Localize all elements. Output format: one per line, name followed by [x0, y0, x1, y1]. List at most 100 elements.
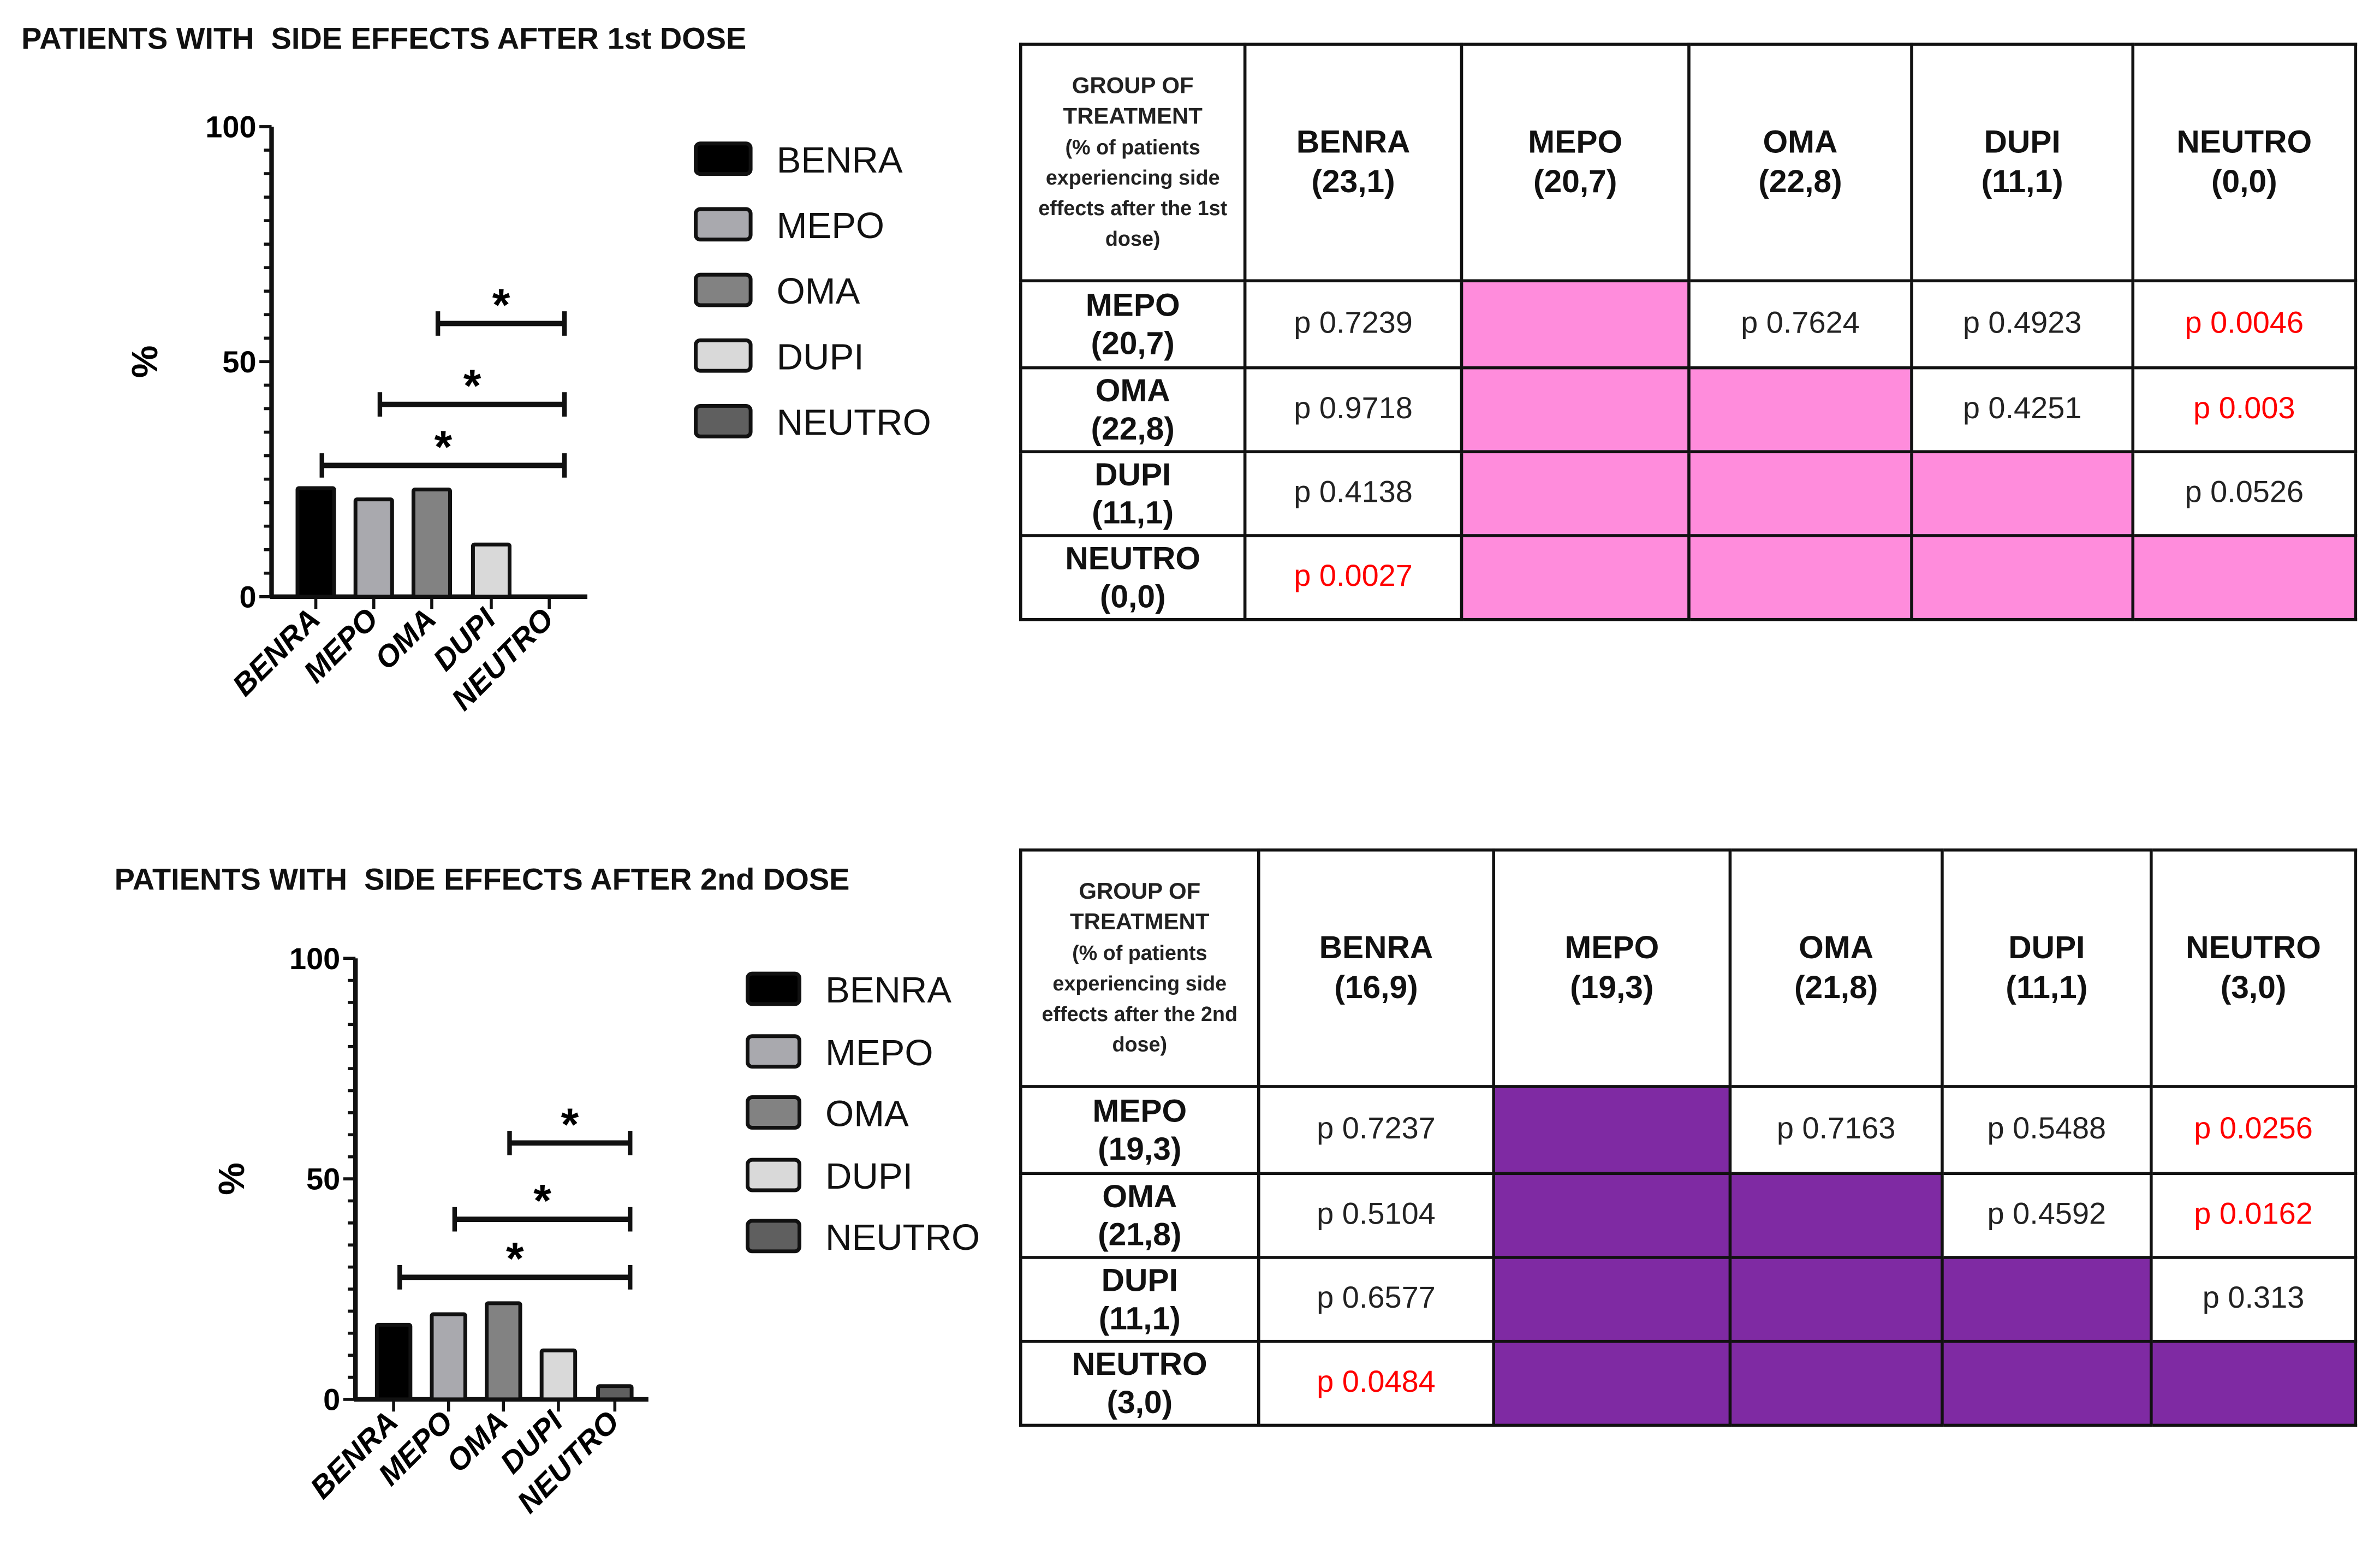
significance-bracket: * [377, 360, 567, 417]
bar-chart-2nd-dose: 050100%BENRAMEPOOMADUPINEUTRO***BENRAMEP… [211, 941, 980, 1520]
corner-header-line: experiencing side [1052, 971, 1227, 994]
corner-header-line: effects after the 2nd [1042, 1001, 1238, 1025]
significant-p-value-cell: p 0.0484 [1257, 1339, 1496, 1427]
row-header: OMA (22,8) [1019, 366, 1247, 454]
column-header-name: DUPI [1984, 124, 2061, 160]
empty-shaded-cell [1460, 279, 1691, 370]
chart-title-2nd-dose: PATIENTS WITH SIDE EFFECTS AFTER 2nd DOS… [114, 863, 850, 898]
p-value-cell: p 0.7624 [1687, 279, 1913, 370]
empty-shaded-cell [2131, 534, 2358, 621]
significant-p-value-cell: p 0.0162 [2150, 1172, 2358, 1259]
p-value-cell: p 0.4138 [1243, 450, 1463, 537]
row-header-name: DUPI [1101, 1262, 1178, 1298]
empty-shaded-cell [1460, 450, 1691, 537]
significant-p-value-cell: p 0.0256 [2150, 1085, 2358, 1176]
column-header: OMA (21,8) [1728, 848, 1944, 1088]
chart-title-1st-dose: PATIENTS WITH SIDE EFFECTS AFTER 1st DOS… [21, 22, 747, 57]
corner-header-line: effects after the 1st [1038, 196, 1228, 219]
header-row: GROUP OF TREATMENT (% of patients experienc… [1019, 43, 2358, 283]
row-header-name: MEPO [1085, 287, 1180, 323]
significance-asterisk: * [506, 1233, 524, 1284]
row-header-percent: (20,7) [1091, 325, 1175, 361]
significant-p-value-cell: p 0.0046 [2131, 279, 2358, 370]
legend-label: NEUTRO [825, 1217, 980, 1258]
column-header-percent: (3,0) [2220, 970, 2287, 1005]
legend-swatch [746, 1034, 802, 1069]
legend-swatch [693, 272, 753, 307]
empty-shaded-cell [1941, 1339, 2153, 1427]
p-value-cell: p 0.6577 [1257, 1256, 1496, 1343]
table-row: DUPI (11,1) p 0.6577 p 0.313 [1019, 1256, 2358, 1343]
empty-shaded-cell [1910, 534, 2135, 621]
column-header-name: NEUTRO [2186, 930, 2321, 965]
column-header-name: OMA [1799, 930, 1874, 965]
empty-shaded-cell [1460, 366, 1691, 454]
column-header-name: MEPO [1564, 930, 1659, 965]
empty-shaded-cell [1728, 1339, 1944, 1427]
column-header-percent: (11,1) [1981, 164, 2063, 199]
column-header-percent: (21,8) [1794, 970, 1878, 1005]
corner-header-line: dose) [1112, 1032, 1168, 1055]
row-header: MEPO (19,3) [1019, 1085, 1260, 1176]
row-header-name: NEUTRO [1072, 1346, 1207, 1382]
y-tick-label: 50 [222, 345, 256, 379]
corner-header-line: GROUP OF [1072, 72, 1194, 99]
bar-mepo [430, 1312, 467, 1402]
significance-bracket: * [507, 1099, 633, 1155]
row-header: NEUTRO (3,0) [1019, 1339, 1260, 1427]
legend-swatch [693, 141, 753, 176]
empty-shaded-cell [2150, 1339, 2358, 1427]
y-tick-label: 100 [205, 110, 256, 144]
table-row: OMA (21,8) p 0.5104 p 0.4592 p 0.0162 [1019, 1172, 2358, 1259]
column-header-name: OMA [1763, 124, 1838, 160]
column-header: BENRA (16,9) [1257, 848, 1496, 1088]
column-header-percent: (20,7) [1533, 164, 1617, 199]
corner-header-line: TREATMENT [1070, 909, 1210, 935]
column-header-name: DUPI [2008, 930, 2085, 965]
column-header-name: NEUTRO [2176, 124, 2312, 160]
row-header-percent: (0,0) [1099, 579, 1166, 614]
empty-shaded-cell [1910, 450, 2135, 537]
p-value-cell: p 0.4592 [1941, 1172, 2153, 1259]
row-header: MEPO (20,7) [1019, 279, 1247, 370]
legend-label: MEPO [777, 205, 885, 246]
table-row: MEPO (20,7) p 0.7239 p 0.7624 p 0.4923 p 0.00… [1019, 279, 2358, 370]
p-value-cell: p 0.0526 [2131, 450, 2358, 537]
row-header-percent: (22,8) [1091, 411, 1175, 447]
column-header: MEPO (20,7) [1460, 43, 1691, 283]
legend-label: BENRA [825, 970, 951, 1011]
significance-asterisk: * [533, 1175, 551, 1226]
empty-shaded-cell [1687, 534, 1913, 621]
column-header-percent: (11,1) [2006, 970, 2088, 1005]
corner-header-line: TREATMENT [1063, 103, 1203, 129]
y-tick-label: 50 [306, 1162, 340, 1196]
corner-header-cell: GROUP OF TREATMENT (% of patients experienc… [1019, 43, 1247, 283]
row-header-name: DUPI [1094, 457, 1171, 492]
empty-shaded-cell [1728, 1256, 1944, 1343]
p-value-cell: p 0.313 [2150, 1256, 2358, 1343]
empty-shaded-cell [1492, 1172, 1732, 1259]
y-axis-label: % [211, 1162, 252, 1195]
legend-label: DUPI [825, 1156, 913, 1197]
column-header-percent: (19,3) [1570, 970, 1654, 1005]
header-row: GROUP OF TREATMENT (% of patients experienc… [1019, 848, 2358, 1088]
legend-label: MEPO [825, 1032, 933, 1073]
legend-swatch [746, 1219, 802, 1254]
legend-label: OMA [825, 1094, 909, 1135]
row-header-name: OMA [1095, 373, 1170, 408]
bar-oma [485, 1301, 522, 1402]
corner-header-line: GROUP OF [1079, 878, 1201, 904]
column-header-name: MEPO [1528, 124, 1623, 160]
legend-swatch [746, 1095, 802, 1130]
row-header-name: NEUTRO [1065, 541, 1201, 577]
significance-bracket: * [397, 1233, 633, 1290]
row-header-percent: (19,3) [1098, 1131, 1182, 1167]
significance-bracket: * [435, 279, 567, 336]
significant-p-value-cell: p 0.003 [2131, 366, 2358, 454]
row-header: NEUTRO (0,0) [1019, 534, 1247, 621]
p-value-cell: p 0.5104 [1257, 1172, 1496, 1259]
row-header-name: OMA [1102, 1179, 1177, 1214]
corner-header-line: dose) [1105, 227, 1161, 250]
significance-asterisk: * [492, 279, 510, 330]
